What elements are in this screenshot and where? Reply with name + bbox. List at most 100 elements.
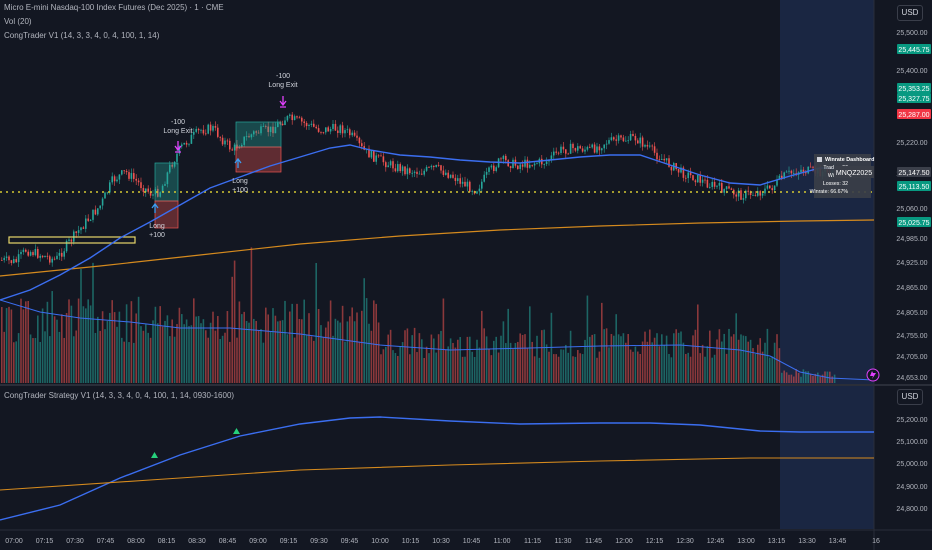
volume-bar (457, 339, 459, 383)
volume-bar (735, 313, 737, 383)
volume-indicator-label[interactable]: Vol (20) (4, 17, 32, 26)
trade-box-profit-1 (154, 162, 179, 202)
trade-marker-exit-1[interactable]: -100 Long Exit (163, 119, 193, 153)
volume-bar (529, 306, 531, 383)
range-box (8, 236, 136, 244)
currency-button-upper[interactable]: USD (897, 5, 923, 21)
volume-bar (250, 247, 253, 383)
volume-bar (517, 341, 519, 383)
currency-button-lower[interactable]: USD (897, 389, 923, 405)
candle-body (521, 164, 524, 167)
volume-bar (663, 344, 665, 383)
volume-bar (565, 344, 567, 383)
candle-body (735, 194, 737, 197)
indicator-label[interactable]: CongTrader V1 (14, 3, 3, 4, 0, 4, 100, 1… (4, 31, 160, 40)
candle-body (476, 191, 478, 194)
candle-body (622, 137, 625, 142)
candle-body (15, 259, 17, 263)
trade-marker-entry-1[interactable]: Long +100 (149, 202, 165, 239)
volume-bar (819, 376, 821, 383)
time-tick-label: 11:00 (494, 538, 511, 545)
candle-body (502, 155, 505, 160)
volume-bar (233, 260, 236, 383)
symbol-title[interactable]: Micro E-mini Nasdaq-100 Index Futures (D… (4, 3, 224, 12)
volume-bar (536, 335, 538, 383)
volume-bar (641, 341, 644, 383)
volume-bar (197, 316, 200, 383)
volume-bar (694, 329, 697, 383)
volume-bar (253, 318, 255, 383)
candle-body (231, 149, 233, 151)
volume-bar (512, 349, 514, 383)
candle-body (399, 164, 401, 172)
candle-body (118, 174, 121, 180)
price-tick-label: 25,400.00 (896, 68, 927, 75)
volume-bar (629, 349, 632, 383)
volume-bar (790, 374, 793, 383)
candle-body (44, 255, 46, 258)
candle-body (296, 116, 298, 118)
volume-bar (545, 344, 548, 383)
volume-bar (692, 335, 694, 383)
trade-marker-entry-2[interactable]: Long +100 (232, 157, 248, 194)
entry-qty: +100 (149, 232, 165, 239)
candle-body (519, 164, 521, 169)
candle-body (713, 181, 716, 187)
candle-body (236, 144, 238, 149)
candle-body (610, 137, 613, 141)
candle-body (313, 123, 315, 127)
candle-body (37, 248, 39, 258)
volume-bar (80, 268, 82, 383)
volume-bar (373, 300, 375, 383)
lower-tick-label: 25,000.00 (896, 461, 927, 468)
candle-body (245, 136, 248, 137)
strategy-label[interactable]: CongTrader Strategy V1 (14, 3, 3, 4, 0, … (4, 391, 235, 400)
candle-body (615, 139, 617, 141)
time-tick-label: 13:30 (798, 538, 816, 545)
candle-body (569, 143, 572, 154)
volume-bar (596, 357, 598, 383)
candle-body (315, 126, 317, 129)
volume-bar (94, 332, 97, 383)
candle-body (380, 155, 382, 157)
candle-body (286, 115, 289, 121)
dashboard-title: Winrate Dashboard (825, 157, 874, 163)
volume-bar (332, 335, 334, 383)
lower-axis-ticks: 25,200.00 25,100.00 25,000.00 24,900.00 24,8… (896, 417, 927, 513)
buy-signal-icon (151, 452, 158, 458)
volume-bar (502, 321, 505, 383)
candle-body (284, 120, 286, 126)
volume-bar (20, 298, 22, 383)
trade-marker-exit-2[interactable]: -100 Long Exit (268, 73, 298, 108)
volume-bar (368, 323, 370, 383)
volume-bar (181, 314, 183, 383)
volume-bar (5, 308, 8, 383)
candle-body (387, 165, 389, 168)
candle-body (529, 164, 531, 168)
candle-body (257, 132, 260, 134)
candle-body (536, 163, 538, 165)
volume-bar (178, 307, 181, 383)
volume-bar (87, 299, 89, 383)
candle-body (488, 167, 490, 172)
candle-body (677, 169, 680, 173)
volume-bar (365, 298, 368, 383)
candle-body (207, 124, 209, 134)
candle-body (173, 161, 176, 167)
candle-body (164, 184, 166, 186)
volume-bar (3, 331, 5, 383)
candle-body (53, 258, 56, 260)
volume-bar (277, 321, 279, 383)
volume-bar (459, 337, 461, 383)
volume-bar (713, 354, 716, 383)
volume-bar (634, 346, 637, 383)
volume-bar (291, 303, 293, 383)
replay-icon[interactable] (866, 368, 880, 382)
candle-body (565, 149, 567, 154)
candle-body (517, 165, 519, 169)
volume-bar (329, 300, 332, 383)
candle-body (200, 129, 202, 131)
candle-body (94, 209, 97, 215)
volume-bar (680, 331, 682, 383)
